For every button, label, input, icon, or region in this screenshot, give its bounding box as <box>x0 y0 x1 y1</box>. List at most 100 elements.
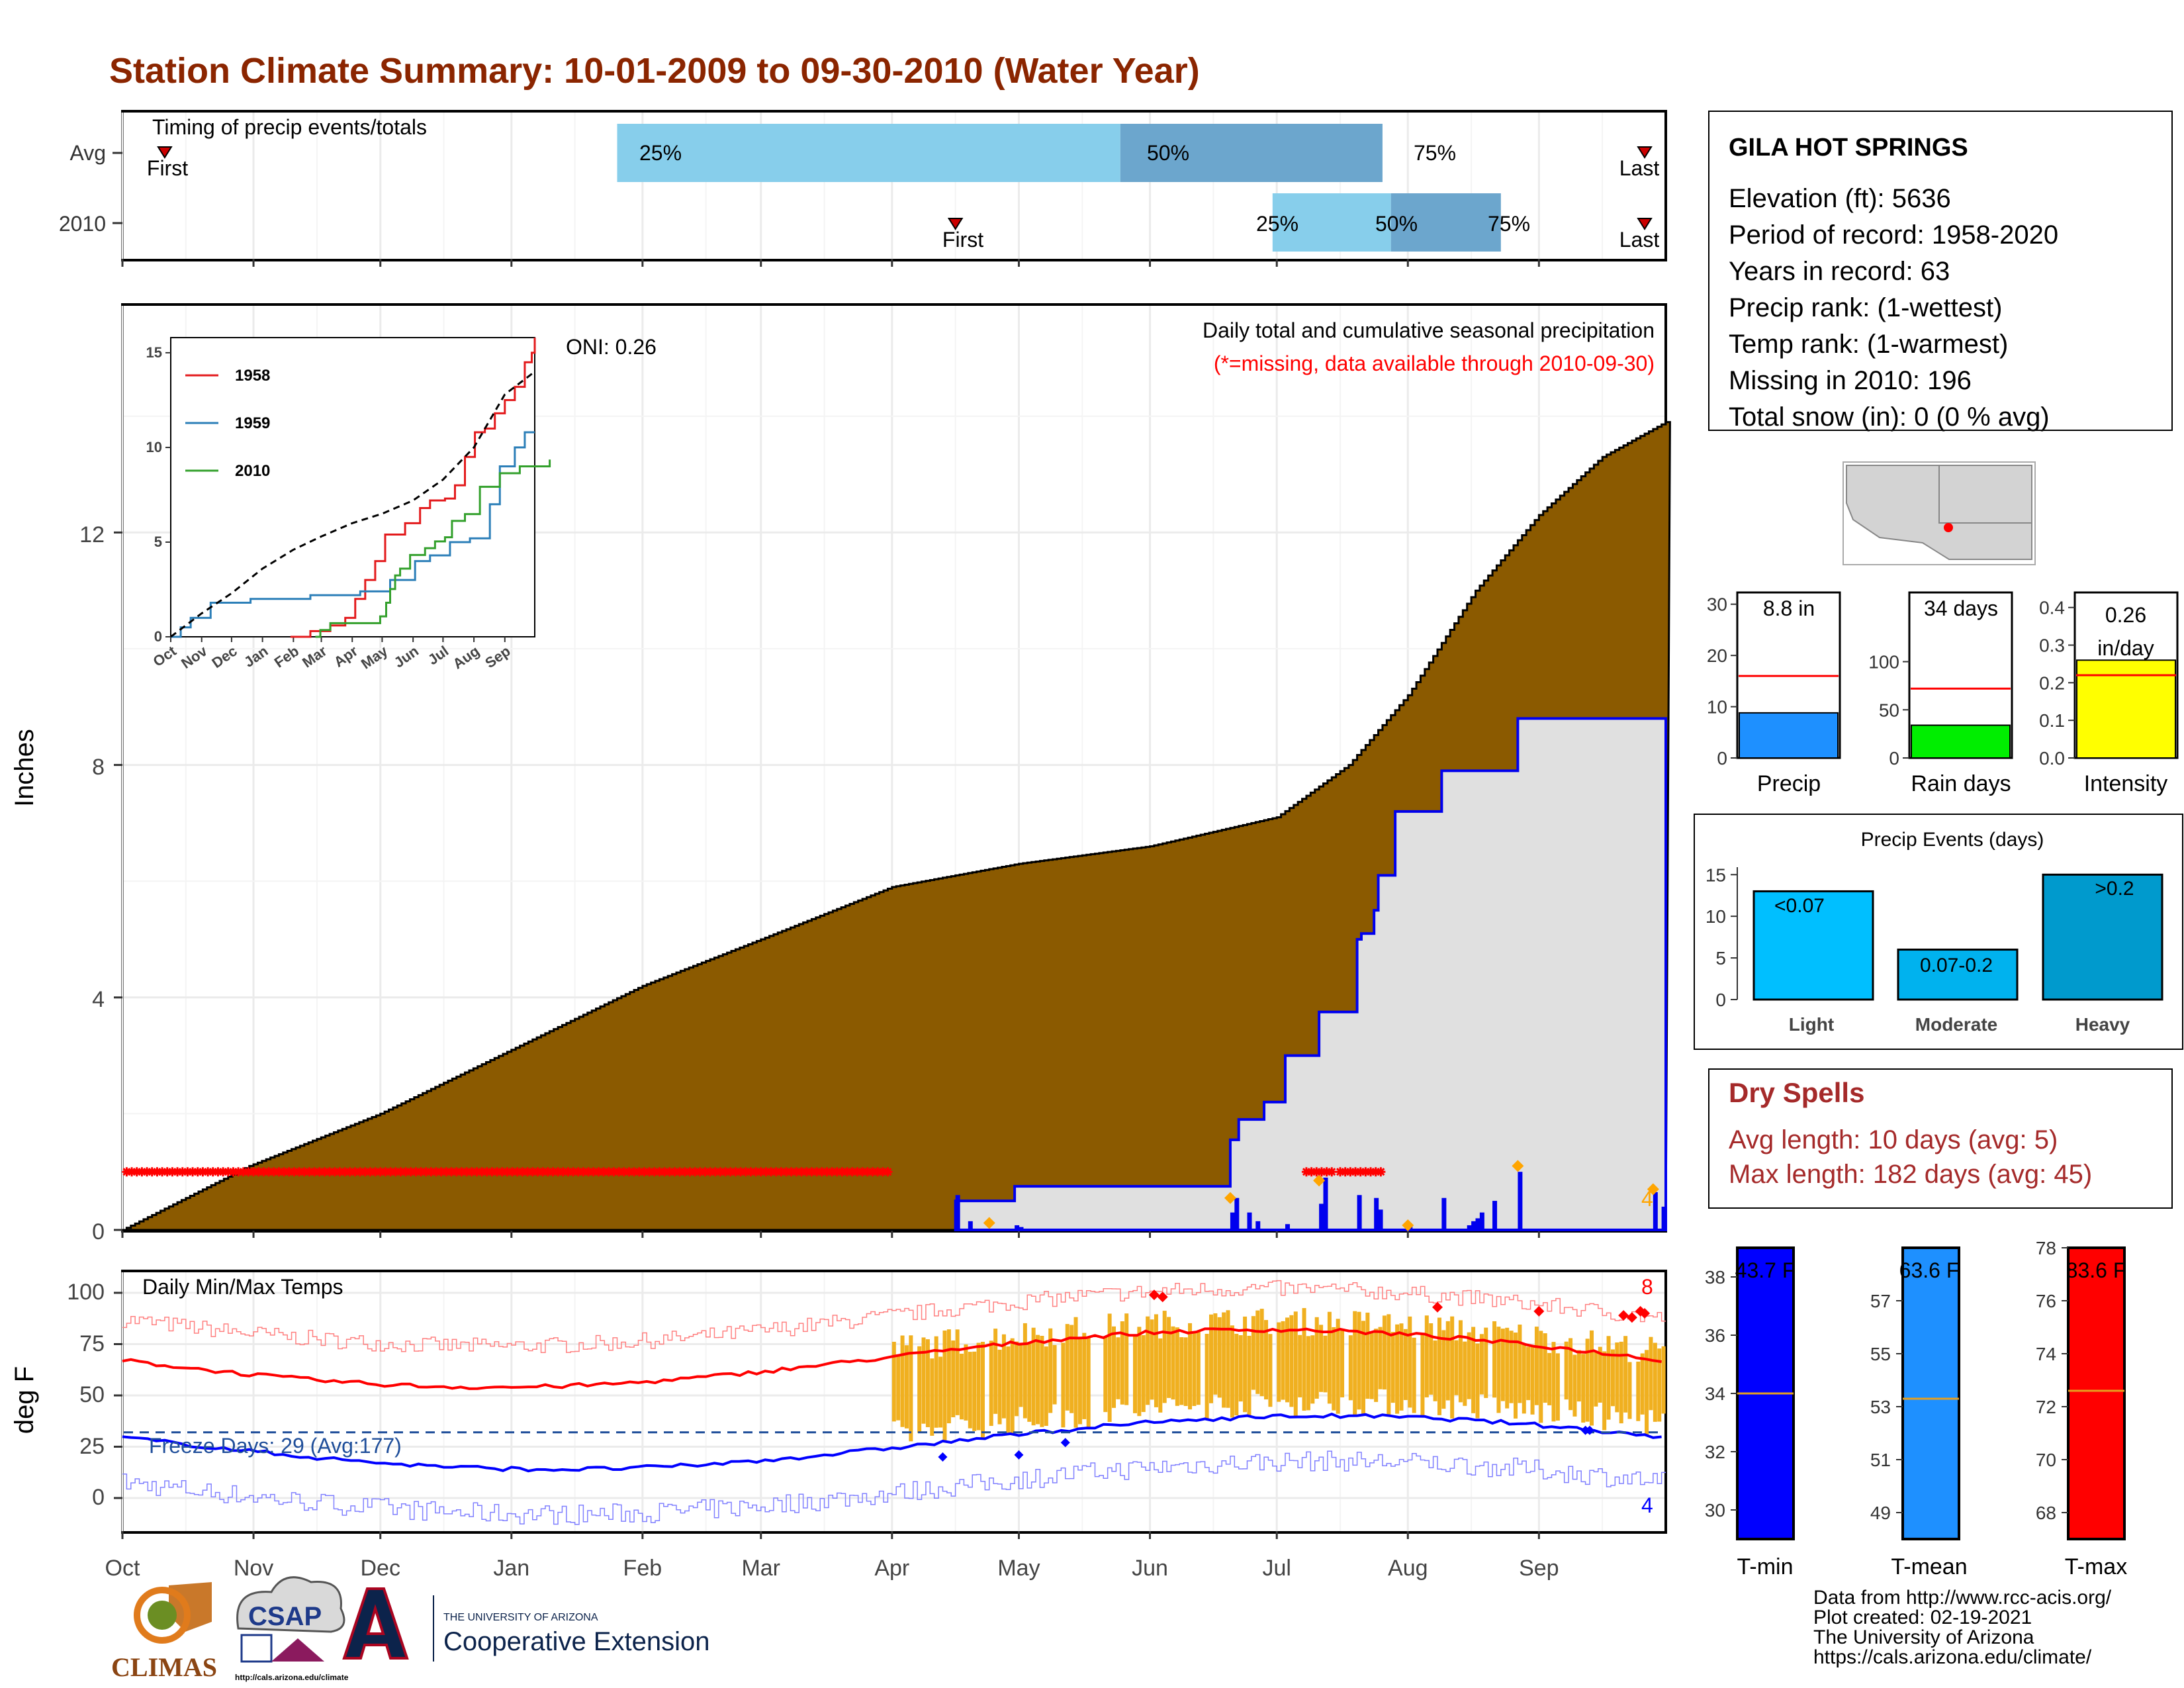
daily-precip-bar <box>1015 1225 1020 1230</box>
missing-marker <box>553 1167 563 1177</box>
station-name: GILA HOT SPRINGS <box>1729 134 1968 162</box>
daily-temp-range-bar <box>1433 1340 1437 1401</box>
daily-temp-range-bar <box>1040 1336 1044 1427</box>
record-max-line <box>122 1280 1666 1354</box>
intense-event-marker <box>1402 1219 1414 1231</box>
missing-marker <box>518 1167 527 1177</box>
missing-marker <box>604 1167 614 1177</box>
month-label-9: Jul <box>1262 1556 1291 1581</box>
temp-bar-value <box>1901 1246 1960 1540</box>
temp-bar-ytick-label: 51 <box>1870 1450 1891 1470</box>
daily-temp-range-bar <box>938 1356 943 1428</box>
daily-temp-range-bar <box>1171 1326 1175 1400</box>
missing-marker <box>538 1167 548 1177</box>
y2010-75-label: 75% <box>1488 212 1530 236</box>
timing-bar-q1-Avg <box>617 124 1120 182</box>
inset-average-line <box>170 371 535 638</box>
missing-marker <box>629 1167 639 1177</box>
footer-line-4: https://cals.arizona.edu/climate/ <box>1813 1646 2092 1668</box>
daily-temp-range-bar <box>1006 1346 1011 1433</box>
precip-events-chart: Precip Events (days) 0 5 10 15 <0.07 0.07-0… <box>1694 814 2183 1050</box>
small-bar-ytick-label: 0 <box>1717 748 1727 769</box>
missing-marker <box>1351 1167 1361 1177</box>
timing-row-2010: 2010 <box>59 212 106 236</box>
daily-temp-range-bar <box>1323 1335 1328 1393</box>
missing-marker <box>203 1167 213 1177</box>
tbar-name-mean: T-mean <box>1891 1554 1967 1579</box>
small-bar-chart-0: 0 10 20 30 <box>1707 591 1841 769</box>
missing-marker <box>1336 1167 1345 1177</box>
first-marker <box>157 146 173 159</box>
daily-temp-range-bar <box>1137 1327 1142 1417</box>
daily-temp-range-bar <box>976 1342 981 1430</box>
normal-min-line <box>122 1412 1662 1473</box>
missing-marker <box>289 1167 299 1177</box>
missing-marker <box>198 1167 208 1177</box>
events-label-moderate: 0.07-0.2 <box>1920 955 1993 976</box>
daily-temp-range-bar <box>1010 1338 1015 1434</box>
daily-temp-range-bar <box>1023 1323 1027 1419</box>
daily-temp-range-bar <box>946 1329 951 1424</box>
daily-temp-range-bar <box>1192 1333 1197 1406</box>
daily-temp-range-bar <box>1475 1343 1480 1419</box>
daily-temp-range-bar <box>1048 1328 1053 1413</box>
daily-temp-range-bar <box>1205 1333 1209 1419</box>
missing-marker <box>578 1167 588 1177</box>
missing-marker <box>1371 1167 1381 1177</box>
intense-event-marker <box>1224 1192 1236 1204</box>
missing-marker <box>1301 1167 1311 1177</box>
daily-temp-range-bar <box>1547 1352 1552 1405</box>
missing-marker <box>371 1167 381 1177</box>
missing-marker <box>183 1167 193 1177</box>
timing-panel: Timing of precip events/totals Avg 2010 … <box>59 110 1667 267</box>
daily-temp-range-bar <box>1158 1338 1163 1413</box>
daily-temp-range-bar <box>997 1349 1002 1425</box>
record-high-marker <box>1618 1310 1629 1321</box>
precip-caption: Daily total and cumulative seasonal prec… <box>1203 318 1655 342</box>
temp-bar-ytick-label: 72 <box>2036 1397 2056 1417</box>
missing-marker <box>173 1167 183 1177</box>
missing-marker <box>355 1167 365 1177</box>
tbar-label-mean: 63.6 F <box>1899 1258 1960 1282</box>
daily-temp-range-bar <box>1576 1350 1581 1402</box>
missing-marker <box>1312 1167 1322 1177</box>
small-bar-ytick-label: 0.3 <box>2039 635 2065 656</box>
daily-temp-range-bar <box>1500 1329 1505 1401</box>
avg-last-label: Last <box>1619 156 1660 180</box>
daily-temp-range-bar <box>1226 1310 1230 1408</box>
missing-marker <box>467 1167 477 1177</box>
daily-precip-bar <box>1357 1195 1362 1230</box>
daily-temp-range-bar <box>1036 1335 1040 1425</box>
missing-marker <box>340 1167 350 1177</box>
intense-event-marker <box>983 1217 995 1229</box>
missing-marker <box>264 1167 274 1177</box>
daily-temp-range-bar <box>925 1339 930 1427</box>
record-min-line <box>122 1450 1666 1525</box>
daily-temp-range-bar <box>1653 1342 1657 1422</box>
missing-marker <box>416 1167 426 1177</box>
events-ytick-label: 5 <box>1715 948 1726 968</box>
missing-marker <box>619 1167 629 1177</box>
daily-temp-range-bar <box>1395 1324 1400 1414</box>
station-line-7: Total snow (in): 0 (0 % avg) <box>1729 402 2050 432</box>
csap-logo: CSAP http://cals.arizona.edu/climate <box>235 1576 349 1682</box>
missing-marker <box>868 1167 878 1177</box>
missing-marker <box>1306 1167 1316 1177</box>
missing-marker <box>330 1167 340 1177</box>
missing-marker <box>299 1167 309 1177</box>
missing-marker <box>310 1167 320 1177</box>
daily-temp-range-bar <box>1374 1329 1379 1402</box>
daily-precip-bar <box>1234 1197 1240 1230</box>
daily-temp-range-bar <box>1661 1346 1666 1414</box>
missing-marker <box>147 1167 157 1177</box>
events-title: Precip Events (days) <box>1861 829 2044 851</box>
events-ytick-label: 0 <box>1715 990 1726 1010</box>
missing-marker <box>801 1167 811 1177</box>
inset-legend-1958: 1958 <box>235 367 270 385</box>
missing-marker <box>1327 1167 1337 1177</box>
missing-marker <box>350 1167 360 1177</box>
daily-temp-range-bar <box>1424 1315 1429 1397</box>
small-bar-ytick-label: 50 <box>1879 700 1899 720</box>
daily-temp-range-bar <box>1454 1340 1459 1395</box>
